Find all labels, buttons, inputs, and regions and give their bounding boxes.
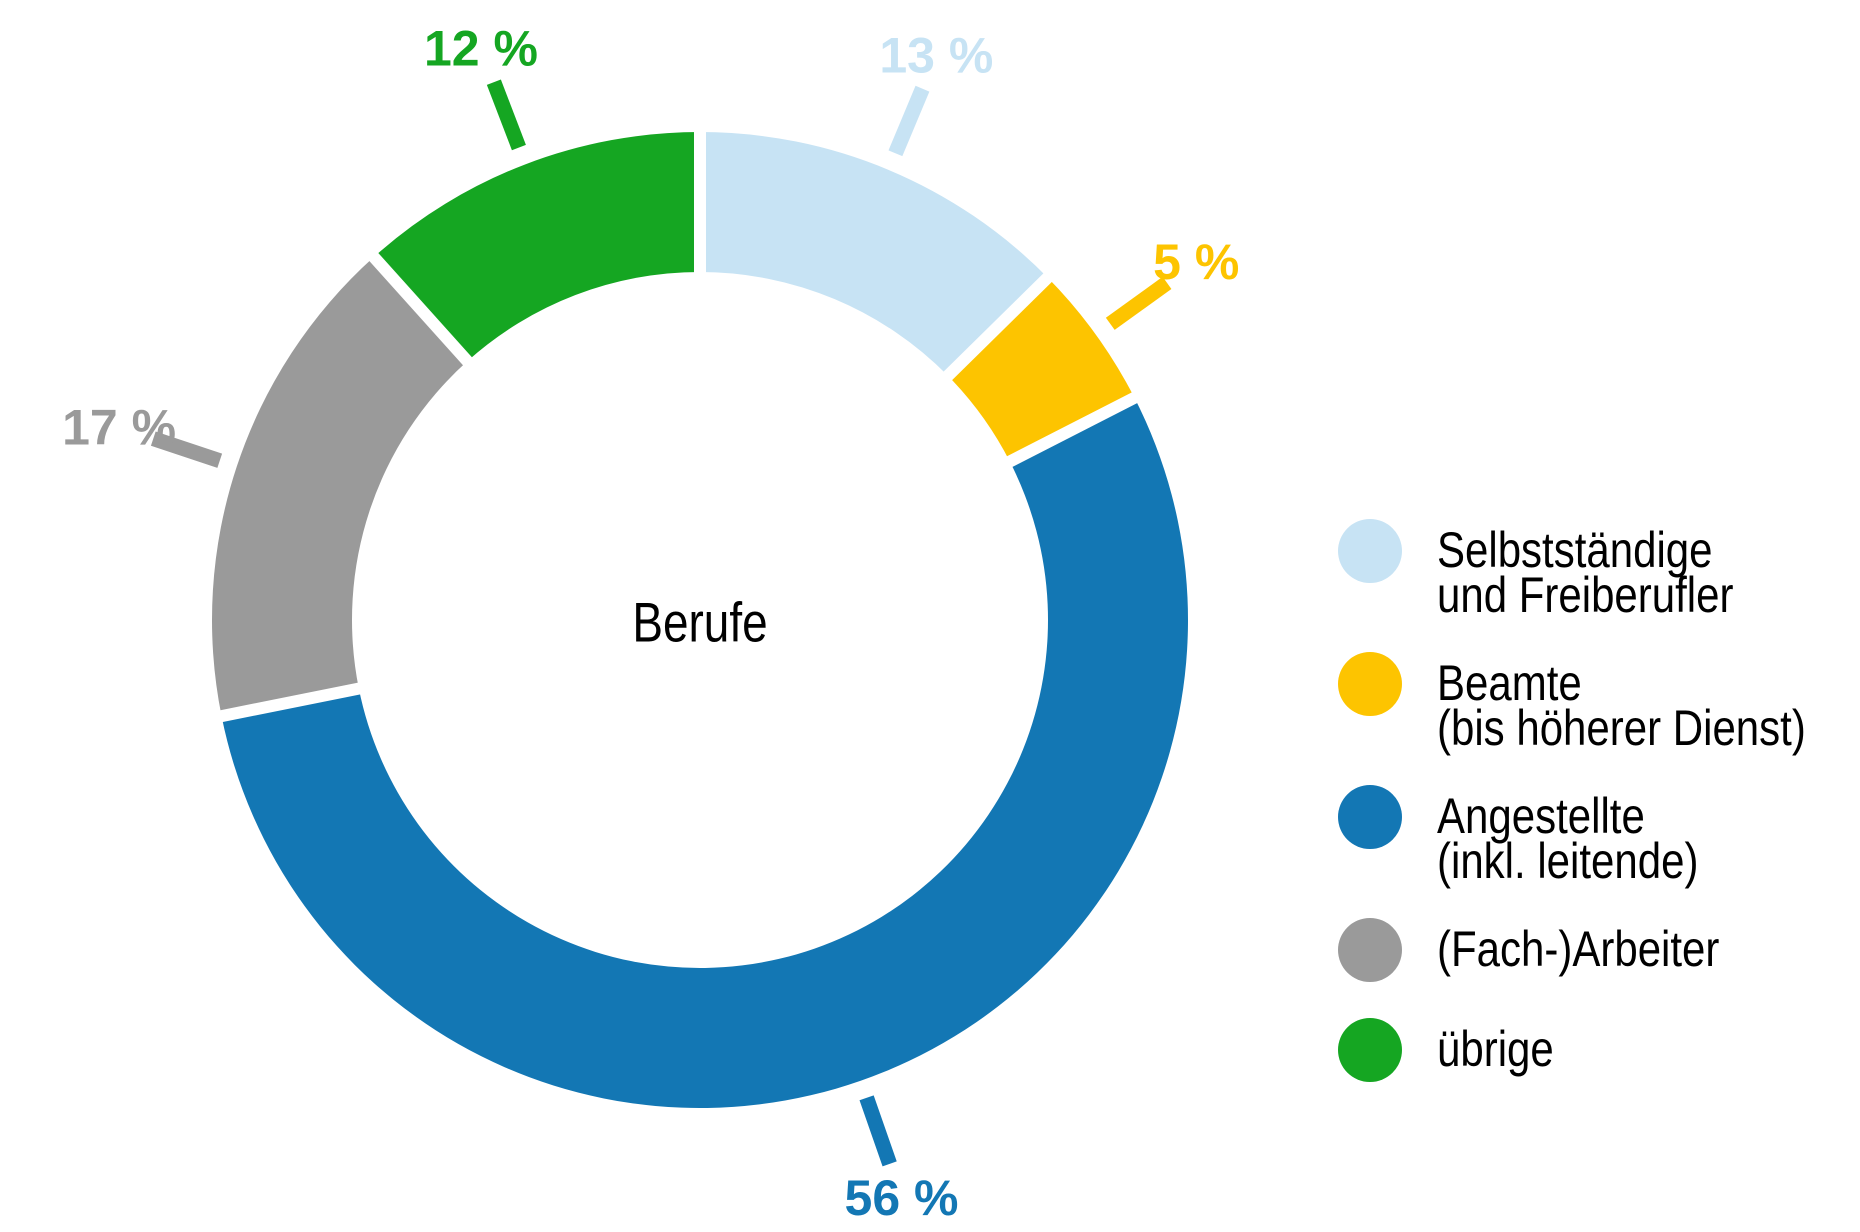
legend-label-0: Selbstständige und Freiberufler [1437, 522, 1734, 623]
legend-dot-4 [1338, 1018, 1402, 1082]
legend-label-line: Selbstständige [1437, 522, 1713, 578]
legend-item-3: (Fach-)Arbeiter [1338, 918, 1773, 982]
tick-0 [888, 85, 930, 157]
slice-0 [700, 132, 1048, 376]
legend-label-line: (bis höherer Dienst) [1437, 700, 1806, 756]
legend-label-2: Angestellte (inkl. leitende) [1437, 788, 1699, 889]
slice-gap-2 [998, 387, 1147, 472]
value-label-0: 13 % [879, 27, 993, 83]
legend-label-line: (inkl. leitende) [1437, 833, 1699, 889]
slice-3 [211, 257, 468, 717]
legend-dot-0 [1338, 519, 1402, 583]
value-label-1: 5 % [1153, 234, 1239, 290]
slice-gap-1 [936, 266, 1060, 388]
legend-label-1: Beamte (bis höherer Dienst) [1437, 655, 1806, 756]
legend-item-1: Beamte (bis höherer Dienst) [1338, 652, 1860, 756]
value-label-4: 12 % [424, 21, 538, 77]
value-label-3: 17 % [62, 399, 176, 455]
legend-label-line: Angestellte [1437, 788, 1645, 844]
legend-label-line: und Freiberufler [1437, 567, 1734, 623]
legend-dot-3 [1338, 918, 1402, 982]
legend-label-4: übrige [1437, 1021, 1554, 1077]
slice-2 [221, 397, 1188, 1108]
legend-dot-1 [1338, 652, 1402, 716]
slice-gap-4 [362, 245, 479, 373]
tick-1 [1105, 276, 1172, 330]
tick-3 [150, 431, 223, 468]
legend-item-4: übrige [1338, 1018, 1576, 1082]
value-label-2: 56 % [845, 1170, 959, 1226]
chart-center-title: Berufe [632, 590, 768, 654]
tick-4 [486, 79, 526, 151]
legend-label-3: (Fach-)Arbeiter [1437, 921, 1720, 977]
legend-item-2: Angestellte (inkl. leitende) [1338, 785, 1748, 889]
legend-label-line: (Fach-)Arbeiter [1437, 921, 1720, 977]
legend-dot-2 [1338, 785, 1402, 849]
slice-gap-3 [210, 680, 370, 724]
tick-2 [859, 1095, 897, 1167]
legend-label-line: Beamte [1437, 655, 1582, 711]
slice-4 [373, 132, 700, 362]
legend-item-0: Selbstständige und Freiberufler [1338, 519, 1790, 623]
legend-label-line: übrige [1437, 1021, 1554, 1077]
